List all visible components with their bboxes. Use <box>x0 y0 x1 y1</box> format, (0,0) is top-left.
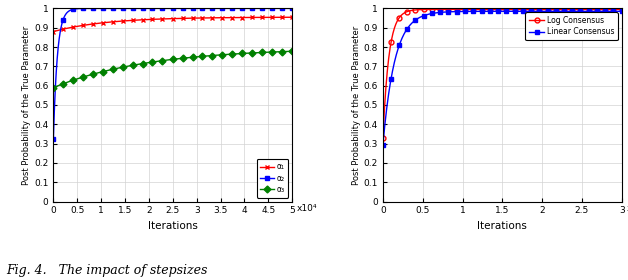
Line: α₁: α₁ <box>51 15 295 34</box>
Line: Linear Consensus: Linear Consensus <box>381 9 624 147</box>
α₂ <box>192 7 200 10</box>
Linear Consensus <box>492 10 500 13</box>
X-axis label: Iterations: Iterations <box>477 221 528 231</box>
Linear Consensus <box>379 143 387 146</box>
Legend: Log Consensus, Linear Consensus: Log Consensus, Linear Consensus <box>525 12 618 40</box>
Text: x10⁴: x10⁴ <box>297 204 318 213</box>
Log Consensus <box>508 8 516 11</box>
Log Consensus <box>613 8 620 11</box>
Linear Consensus <box>618 10 625 13</box>
α₁ <box>165 17 172 20</box>
Line: α₃: α₃ <box>51 49 295 90</box>
Log Consensus <box>618 8 625 11</box>
α₃ <box>50 86 57 89</box>
α₁ <box>192 17 199 20</box>
α₃ <box>163 59 171 62</box>
Log Consensus <box>492 8 500 11</box>
Text: Fig. 4.   The impact of stepsizes: Fig. 4. The impact of stepsizes <box>6 264 208 277</box>
Legend: α₁, α₂, α₃: α₁, α₂, α₃ <box>257 158 288 198</box>
α₃ <box>192 55 199 59</box>
α₂ <box>163 7 171 10</box>
α₃ <box>179 57 187 60</box>
Y-axis label: Post Probability of the True Parameter: Post Probability of the True Parameter <box>23 25 31 185</box>
α₁ <box>163 17 171 20</box>
Linear Consensus <box>521 10 529 13</box>
α₁ <box>50 30 57 33</box>
α₁ <box>288 16 296 19</box>
α₂ <box>50 137 57 141</box>
α₁ <box>179 17 187 20</box>
α₁ <box>283 16 290 19</box>
α₃ <box>246 52 253 55</box>
α₂ <box>246 7 253 10</box>
Log Consensus <box>379 136 387 139</box>
α₁ <box>246 16 253 19</box>
Text: x10⁸: x10⁸ <box>627 204 628 213</box>
Y-axis label: Post Probability of the True Parameter: Post Probability of the True Parameter <box>352 25 361 185</box>
α₃ <box>283 50 290 53</box>
α₂ <box>192 7 199 10</box>
Log Consensus <box>575 8 582 11</box>
Linear Consensus <box>575 10 582 13</box>
α₂ <box>179 7 187 10</box>
Log Consensus <box>603 8 610 11</box>
Linear Consensus <box>612 10 620 13</box>
α₂ <box>283 7 291 10</box>
α₂ <box>165 7 172 10</box>
α₃ <box>165 58 172 62</box>
Line: Log Consensus: Log Consensus <box>381 7 624 140</box>
α₂ <box>288 7 296 10</box>
Linear Consensus <box>508 10 516 13</box>
Log Consensus <box>521 8 529 11</box>
Line: α₂: α₂ <box>51 6 295 141</box>
Log Consensus <box>494 8 502 11</box>
X-axis label: Iterations: Iterations <box>148 221 198 231</box>
α₃ <box>288 50 296 53</box>
Linear Consensus <box>494 10 502 13</box>
